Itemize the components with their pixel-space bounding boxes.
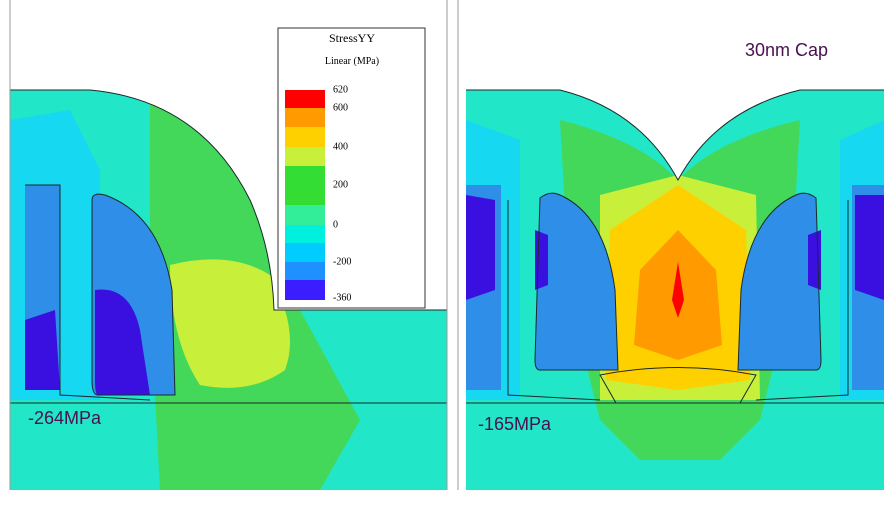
caption: 30nm Cap (745, 40, 828, 60)
figure: -264MPa StressYY Linear (MPa) 620 600 40… (0, 0, 884, 517)
stress-label: -264MPa (28, 408, 102, 428)
legend-subtitle: Linear (MPa) (325, 56, 379, 67)
legend-label: 0 (333, 219, 338, 230)
legend-label: -360 (333, 292, 351, 303)
color-bar (285, 90, 325, 300)
legend-label: 620 (333, 84, 348, 95)
legend-label: 200 (333, 179, 348, 190)
legend-title: StressYY (329, 31, 375, 45)
page: -264MPa StressYY Linear (MPa) 620 600 40… (0, 0, 884, 517)
legend-label: 400 (333, 141, 348, 152)
stress-label: -165MPa (478, 414, 552, 434)
legend-label: -200 (333, 256, 351, 267)
legend-label: 600 (333, 102, 348, 113)
